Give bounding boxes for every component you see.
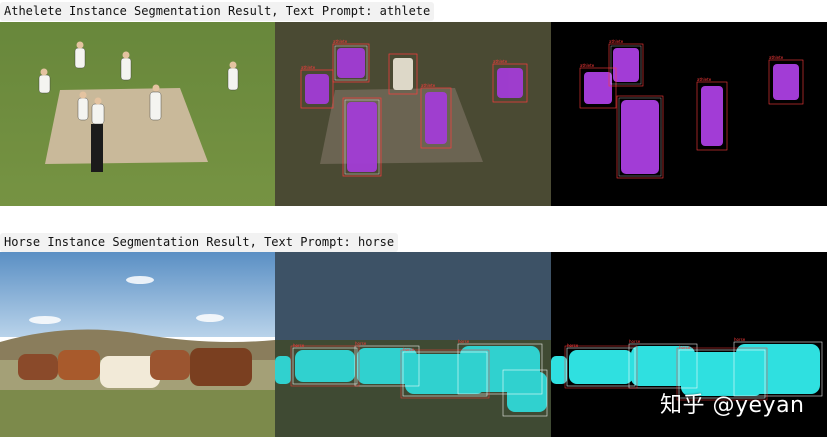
athlete-box-label: athlete [333, 39, 348, 44]
athlete-result-strip: athlete athlete athlete athlete [0, 22, 827, 206]
horse-original-image [0, 252, 275, 437]
athlete-box-label: athlete [493, 59, 508, 64]
athlete-box-label: athlete [697, 77, 712, 82]
horse-box-label: horse [403, 347, 415, 352]
athlete-box-label: athlete [301, 65, 316, 70]
horse-result-caption: Horse Instance Segmentation Result, Text… [0, 233, 399, 252]
athlete-box-label: athlete [421, 83, 436, 88]
horse-result-strip: horse horse horse horse [0, 252, 827, 437]
horse-box-label: horse [293, 343, 305, 348]
athlete-mask-image: athlete athlete athlete athlete [551, 22, 827, 206]
horse-box-label: horse [629, 339, 641, 344]
horse-mask-image: horse horse horse horse [551, 252, 827, 437]
horse-box-label: horse [679, 345, 691, 350]
athlete-box-label: athlete [769, 55, 784, 60]
athlete-box-label: athlete [609, 39, 624, 44]
horse-box-label: horse [734, 337, 746, 342]
athlete-original-image [0, 22, 275, 206]
horse-box-label: horse [355, 341, 367, 346]
athlete-box-label: athlete [580, 63, 595, 68]
zhihu-watermark: 知乎 @yeyan [660, 393, 805, 418]
horse-overlay-image: horse horse horse horse [275, 252, 551, 437]
horse-box-label: horse [567, 343, 579, 348]
horse-box-label: horse [458, 339, 470, 344]
athlete-overlay-image: athlete athlete athlete athlete [275, 22, 551, 206]
athlete-result-caption: Athelete Instance Segmentation Result, T… [0, 2, 435, 21]
